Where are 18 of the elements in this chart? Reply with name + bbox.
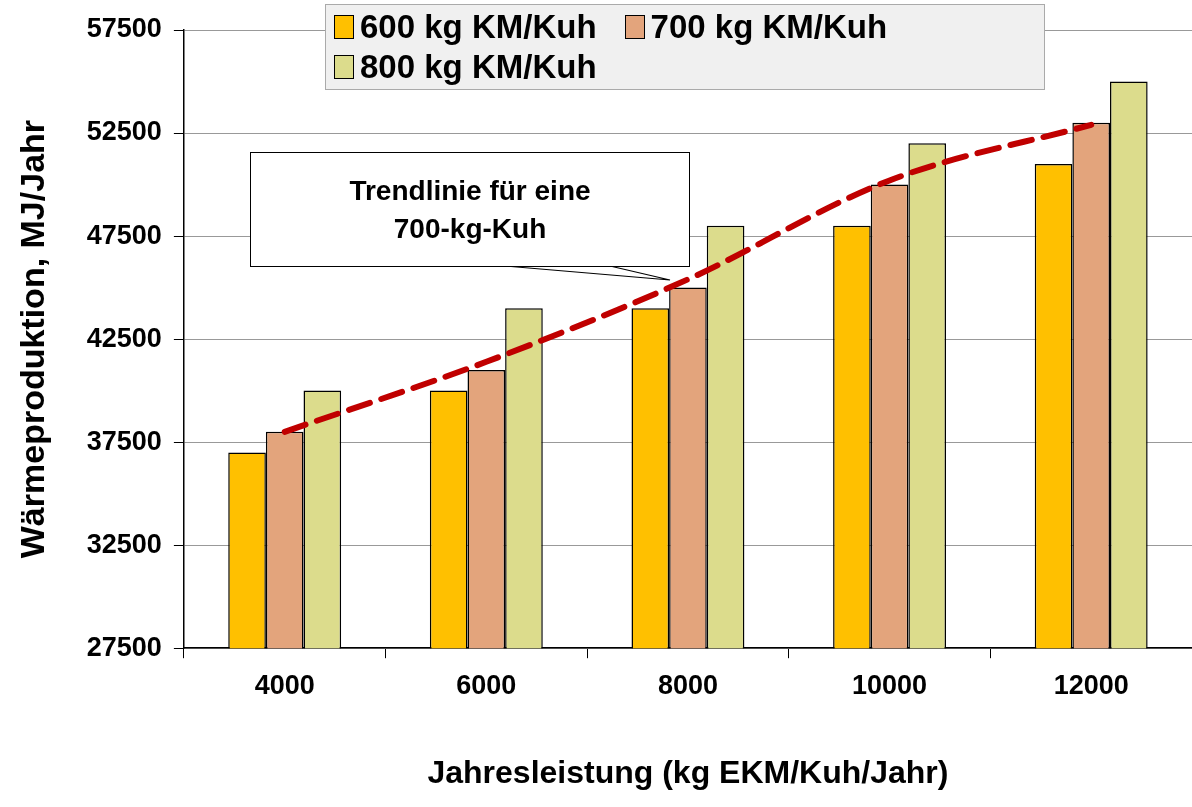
y-tick-label: 57500	[86, 13, 162, 44]
y-tick-label: 37500	[86, 425, 162, 456]
y-tick-label: 47500	[86, 219, 162, 250]
legend-label: 800 kg KM/Kuh	[360, 47, 597, 87]
y-tick-label: 32500	[86, 528, 162, 559]
x-tick-label: 12000	[1053, 669, 1129, 700]
y-tick-label: 27500	[86, 631, 162, 662]
x-axis-title: Jahresleistung (kg EKM/Kuh/Jahr)	[427, 753, 949, 790]
y-tick-label: 42500	[86, 322, 162, 353]
x-tick-label: 8000	[657, 669, 718, 700]
callout: Trendlinie für eine 700-kg-Kuh	[250, 152, 690, 282]
x-tick-label: 10000	[852, 669, 928, 700]
y-tick-label: 52500	[86, 116, 162, 147]
legend-label: 600 kg KM/Kuh	[360, 7, 597, 47]
y-axis-title: Wärmeproduktion, MJ/Jahr	[12, 119, 51, 559]
legend-label: 700 kg KM/Kuh	[650, 7, 888, 47]
x-tick-label: 4000	[254, 669, 315, 700]
x-tick-label: 6000	[456, 669, 517, 700]
